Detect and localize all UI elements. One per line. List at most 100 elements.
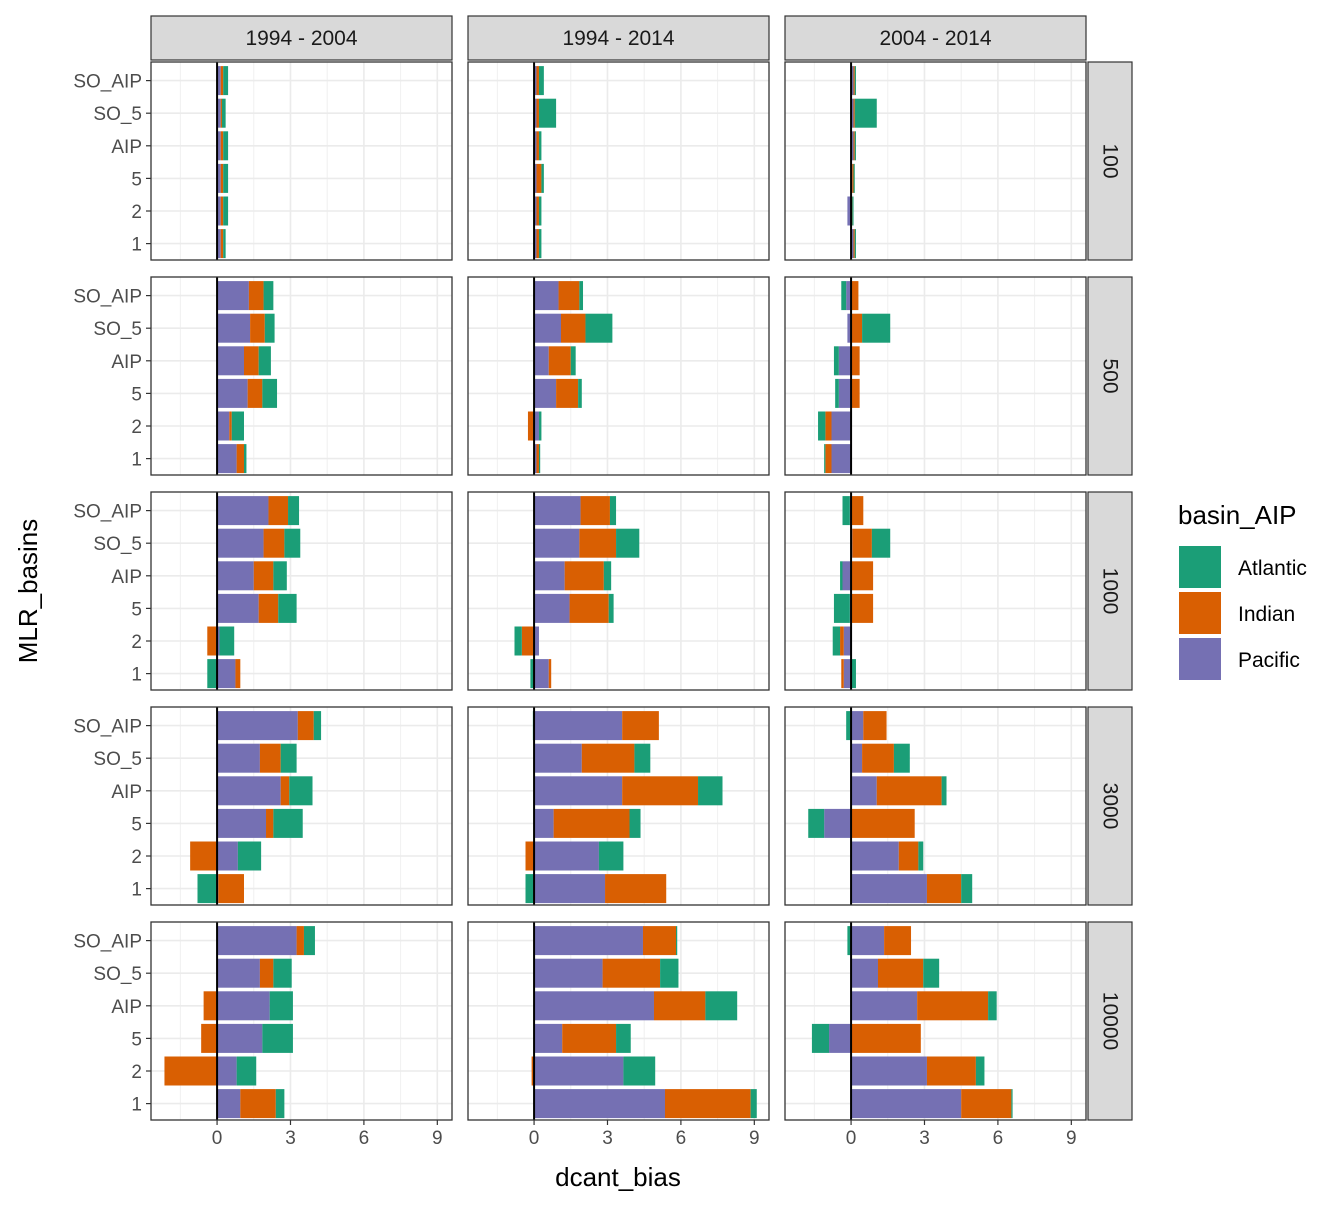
y-tick-label: 1: [131, 665, 142, 686]
bar-segment: [530, 659, 535, 689]
panel-border: [150, 491, 453, 691]
bar-segment: [862, 313, 891, 343]
bar-segment: [961, 874, 973, 904]
bar-segment: [217, 98, 221, 128]
bar-segment: [534, 1023, 563, 1053]
facet-panel: [784, 276, 1087, 476]
panel-border: [467, 921, 770, 1121]
bar-segment: [558, 281, 580, 311]
bar-segment: [536, 196, 539, 226]
y-tick-label: SO_5: [93, 319, 142, 340]
legend-entry-label: Indian: [1238, 603, 1295, 626]
bar-segment: [536, 163, 542, 193]
bar-segment: [217, 281, 249, 311]
bar-segment: [988, 991, 997, 1021]
row-strip-label: 500: [1099, 358, 1122, 393]
bar-segment: [203, 991, 218, 1021]
bar-segment: [217, 1023, 263, 1053]
facet-panel: [150, 491, 453, 691]
panel-border: [150, 276, 453, 476]
bar-segment: [229, 411, 232, 441]
bar-segment: [217, 926, 297, 956]
y-tick-label: SO_AIP: [73, 502, 142, 523]
bar-segment: [818, 411, 826, 441]
panel-border: [150, 706, 453, 906]
y-tick-label: 1: [131, 235, 142, 256]
bar-segment: [851, 593, 874, 623]
facet-panel: [467, 706, 770, 906]
bar-segment: [525, 874, 535, 904]
bar-segment: [538, 131, 542, 161]
bar-segment: [851, 346, 860, 376]
row-strip: [1087, 61, 1133, 261]
bar-segment: [262, 1023, 293, 1053]
bar-segment: [851, 776, 877, 806]
row-strip-label: 10000: [1099, 992, 1122, 1050]
y-tick-label: SO_5: [93, 749, 142, 770]
bar-segment: [219, 626, 235, 656]
bar-segment: [534, 874, 606, 904]
bar-segment: [847, 313, 852, 343]
legend: basin_AIP Atlantic Indian Pacific: [1178, 500, 1307, 680]
row-strip-label: 1000: [1099, 568, 1122, 615]
column-strip: [467, 15, 770, 61]
bar-segment: [275, 1089, 285, 1119]
bar-segment: [243, 346, 259, 376]
bar-segment: [851, 808, 915, 838]
bar-segment: [602, 958, 661, 988]
panel-background: [151, 492, 452, 690]
bar-segment: [570, 346, 576, 376]
y-tick-label: 1: [131, 880, 142, 901]
panel-background: [151, 62, 452, 260]
panel-background: [785, 492, 1086, 690]
bar-segment: [851, 743, 863, 773]
bar-segment: [220, 229, 224, 259]
panel-border: [150, 61, 453, 261]
bar-segment: [851, 378, 860, 408]
bar-segment: [273, 808, 303, 838]
panel-border: [784, 706, 1087, 906]
bar-segment: [852, 163, 854, 193]
panel-background: [468, 492, 769, 690]
bar-segment: [653, 991, 706, 1021]
bar-segment: [534, 776, 623, 806]
bar-segment: [605, 874, 667, 904]
y-tick-label: 2: [131, 632, 142, 653]
y-tick-label: SO_5: [93, 534, 142, 555]
bar-segment: [514, 626, 522, 656]
bar-segment: [642, 926, 677, 956]
bar-segment: [534, 711, 623, 741]
bar-segment: [263, 281, 274, 311]
bar-segment: [534, 98, 537, 128]
bar-segment: [243, 444, 247, 474]
facet-panel: [467, 491, 770, 691]
column-strip-label: 1994 - 2014: [562, 27, 674, 50]
x-tick-label: 3: [285, 1128, 296, 1149]
facet-panel: [150, 61, 453, 261]
bar-segment: [534, 66, 537, 96]
bar-segment: [851, 926, 885, 956]
bar-segment: [280, 743, 297, 773]
bar-segment: [223, 196, 229, 226]
bar-segment: [623, 1056, 656, 1086]
bar-segment: [289, 776, 313, 806]
y-tick-label: 2: [131, 847, 142, 868]
y-tick-label: AIP: [111, 782, 142, 803]
bar-segment: [278, 593, 297, 623]
bar-segment: [833, 346, 839, 376]
bar-segment: [538, 444, 541, 474]
row-strip-label: 100: [1099, 143, 1122, 178]
bar-segment: [851, 659, 856, 689]
bar-segment: [846, 281, 852, 311]
bar-segment: [525, 841, 535, 871]
bar-segment: [217, 711, 298, 741]
bar-segment: [220, 196, 224, 226]
x-tick-label: 9: [749, 1128, 760, 1149]
panel-border: [467, 276, 770, 476]
bar-segment: [553, 808, 630, 838]
bar-segment: [217, 196, 221, 226]
bar-segment: [603, 561, 612, 591]
bar-segment: [629, 808, 641, 838]
bar-segment: [296, 926, 304, 956]
bar-segment: [220, 163, 224, 193]
